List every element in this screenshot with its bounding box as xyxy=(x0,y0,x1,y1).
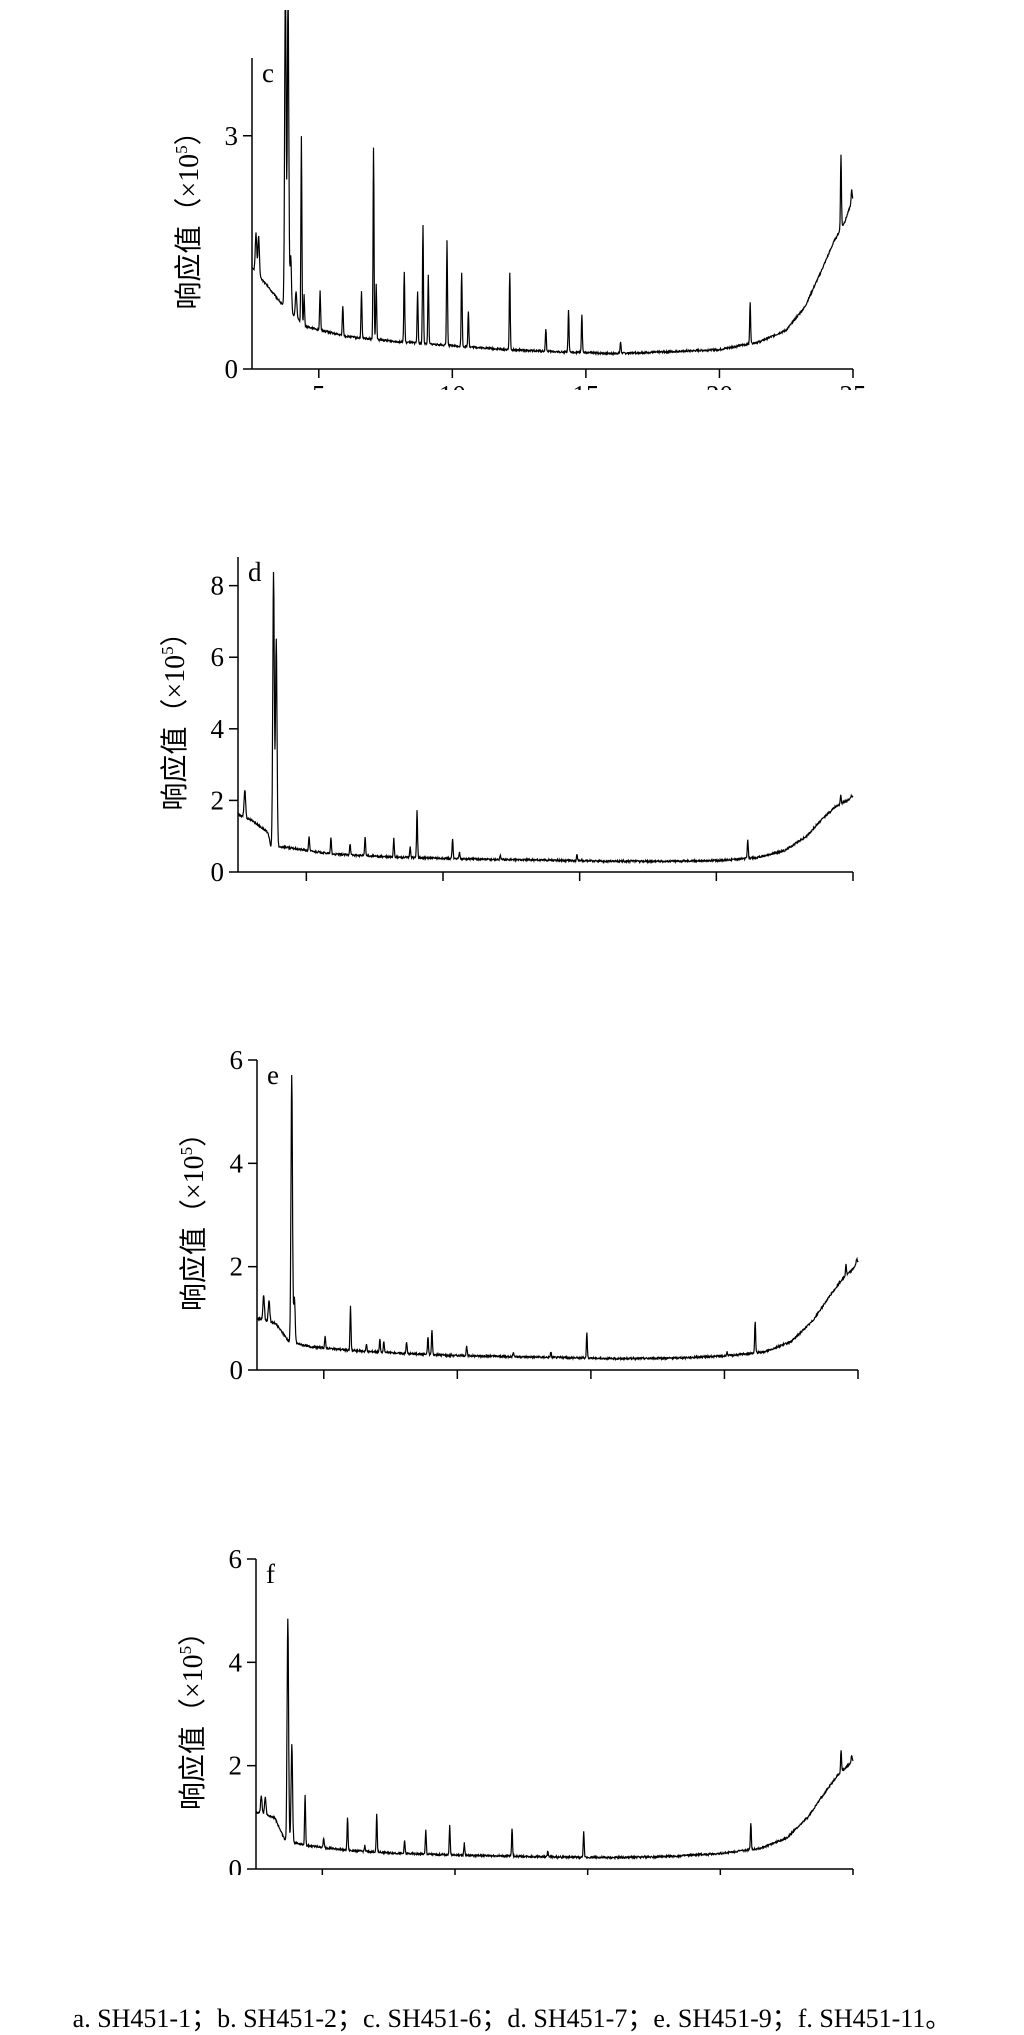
y-tick-label: 0 xyxy=(225,354,239,384)
x-tick-label: 10 xyxy=(439,380,466,390)
y-tick-label: 4 xyxy=(211,714,225,744)
x-tick-label: 25 xyxy=(840,883,867,885)
y-tick-label: 6 xyxy=(229,1544,243,1574)
y-tick-label: 0 xyxy=(230,1355,244,1380)
y-axis-title: 响应值（×105） xyxy=(177,1119,210,1311)
panel-label: c xyxy=(262,58,274,88)
y-tick-label: 3 xyxy=(225,121,239,151)
chromatogram-panel-d: 51015202502468d保留时间/min响应值（×105） xyxy=(0,505,1024,885)
chromatogram-trace xyxy=(256,1618,854,1861)
panel-label: f xyxy=(266,1559,275,1589)
x-tick-label: 5 xyxy=(312,380,326,390)
chromatogram-panel-f: 5101520250246f保留时间/min响应值（×105） xyxy=(0,1495,1024,1875)
y-tick-label: 4 xyxy=(229,1647,243,1677)
y-axis-title: 响应值（×105） xyxy=(172,117,205,309)
x-tick-label: 20 xyxy=(706,380,733,390)
chart-svg-c: 51015202503c保留时间/min响应值（×105） xyxy=(172,10,867,390)
y-tick-label: 4 xyxy=(230,1148,244,1178)
x-tick-label: 5 xyxy=(300,883,314,885)
panel-label: d xyxy=(248,557,262,587)
x-tick-label: 15 xyxy=(572,380,599,390)
figure-caption: a. SH451-1；b. SH451-2；c. SH451-6；d. SH45… xyxy=(72,2004,952,2033)
y-axis-title: 响应值（×105） xyxy=(176,1618,209,1810)
y-tick-label: 6 xyxy=(230,1045,244,1075)
y-tick-label: 6 xyxy=(211,642,225,672)
y-tick-label: 2 xyxy=(211,785,225,815)
y-tick-label: 2 xyxy=(230,1252,244,1282)
chromatogram-panel-e: 5101520250246e保留时间/min响应值（×105） xyxy=(0,1000,1024,1380)
y-tick-label: 8 xyxy=(211,571,225,601)
x-tick-label: 20 xyxy=(703,883,730,885)
y-tick-label: 2 xyxy=(229,1751,243,1781)
x-tick-label: 25 xyxy=(840,380,867,390)
x-tick-label: 15 xyxy=(566,883,593,885)
y-axis-title: 响应值（×105） xyxy=(158,618,191,810)
y-tick-label: 0 xyxy=(211,857,225,885)
chart-svg-d: 51015202502468d保留时间/min响应值（×105） xyxy=(158,557,867,885)
chart-svg-f: 5101520250246f保留时间/min响应值（×105） xyxy=(176,1544,854,1875)
chromatogram-trace xyxy=(257,1074,859,1362)
chart-svg-e: 5101520250246e保留时间/min响应值（×105） xyxy=(177,1045,859,1380)
panel-label: e xyxy=(267,1060,279,1090)
x-tick-label: 10 xyxy=(430,883,457,885)
chromatogram-trace xyxy=(252,10,854,357)
chromatogram-panel-c: 51015202503c保留时间/min响应值（×105） xyxy=(0,10,1024,390)
chromatogram-trace xyxy=(238,571,854,865)
y-tick-label: 0 xyxy=(229,1854,243,1875)
